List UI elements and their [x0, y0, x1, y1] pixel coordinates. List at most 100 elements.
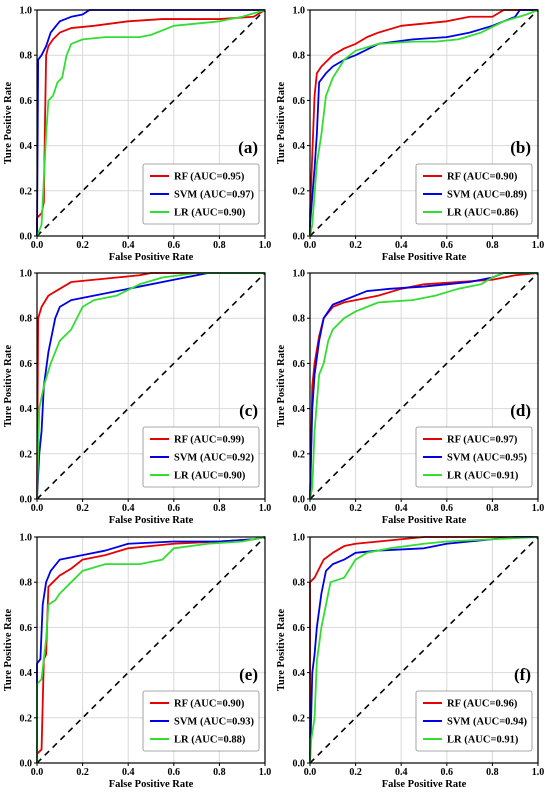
x-axis-label: False Positive Rate: [109, 779, 194, 790]
x-tick-label: 0.2: [76, 240, 89, 251]
legend-label: SVM (AUC=0.97): [174, 190, 255, 201]
x-tick-label: 0.4: [122, 767, 135, 778]
y-tick-label: 0.4: [20, 141, 33, 152]
roc-curve-lr: [36, 9, 266, 237]
x-tick-label: 0.0: [31, 240, 44, 251]
roc-curve-lr: [309, 536, 539, 764]
y-tick-label: 0.6: [293, 96, 306, 107]
legend-label: SVM (AUC=0.92): [174, 453, 255, 464]
legend-label: RF (AUC=0.90): [174, 699, 245, 710]
x-tick-label: 0.0: [31, 503, 44, 514]
x-tick-label: 0.8: [213, 767, 226, 778]
y-axis-label: Ture Positive Rate: [3, 345, 14, 428]
y-tick-label: 1.0: [20, 6, 33, 17]
legend-label: LR (AUC=0.90): [174, 208, 246, 219]
legend-box: [415, 163, 533, 225]
y-tick-label: 0.2: [293, 186, 306, 197]
roc-curve-svm: [309, 272, 538, 500]
y-tick-label: 0.0: [293, 495, 306, 506]
legend-label: SVM (AUC=0.93): [174, 717, 255, 728]
roc-curve-rf: [36, 272, 265, 500]
y-axis-label: Ture Positive Rate: [276, 609, 287, 692]
legend-entry: SVM (AUC=0.93): [150, 717, 255, 728]
x-tick-label: 0.0: [304, 240, 317, 251]
legend-entry: LR (AUC=0.90): [150, 471, 246, 482]
y-tick-label: 0.8: [20, 578, 33, 589]
x-tick-label: 0.2: [349, 503, 362, 514]
legend-entry: SVM (AUC=0.92): [150, 453, 255, 464]
x-tick-label: 0.4: [122, 240, 135, 251]
legend-entry: RF (AUC=0.96): [423, 699, 518, 710]
panel-label: (d): [510, 401, 531, 420]
legend-entry: LR (AUC=0.90): [150, 208, 246, 219]
y-tick-label: 0.6: [20, 623, 33, 634]
chance-diagonal: [309, 272, 539, 500]
roc-curve-lr: [309, 9, 539, 237]
y-tick-label: 1.0: [293, 533, 306, 544]
x-tick-label: 0.8: [486, 767, 499, 778]
grid: [310, 273, 538, 499]
y-tick-label: 1.0: [293, 6, 306, 17]
panel-label: (c): [239, 401, 258, 420]
x-tick-label: 0.6: [441, 503, 454, 514]
y-tick-label: 0.0: [20, 759, 33, 770]
y-tick-label: 0.2: [20, 449, 33, 460]
y-tick-label: 0.6: [20, 96, 33, 107]
x-tick-label: 1.0: [259, 767, 272, 778]
x-axis-label: False Positive Rate: [382, 515, 467, 526]
y-axis-label: Ture Positive Rate: [276, 345, 287, 428]
roc-curve-lr: [36, 272, 265, 500]
roc-panel: 0.0 0.2 0.4 0.6 0.8 1.0 0.0 0.2 0.4 0.6 0.8 1.0 Fals…: [276, 533, 544, 791]
y-tick-label: 0.4: [20, 404, 33, 415]
legend-box: [142, 690, 260, 752]
legend-entry: RF (AUC=0.95): [150, 172, 245, 183]
roc-curve-rf: [36, 536, 266, 763]
legend-entry: SVM (AUC=0.89): [423, 190, 528, 201]
grid: [37, 10, 265, 236]
x-axis-label: False Positive Rate: [109, 252, 194, 263]
panel-label: (b): [510, 138, 531, 157]
legend-entry: LR (AUC=0.91): [423, 735, 519, 746]
panel-label: (a): [238, 138, 258, 157]
roc-panel: 0.0 0.2 0.4 0.6 0.8 1.0 0.0 0.2 0.4 0.6 0.8 1.0 Fals…: [3, 533, 271, 791]
legend-label: LR (AUC=0.91): [447, 735, 519, 746]
roc-panel: 0.0 0.2 0.4 0.6 0.8 1.0 0.0 0.2 0.4 0.6 0.8 1.0 Fals…: [276, 6, 544, 264]
legend-box: [415, 690, 533, 752]
y-tick-label: 0.2: [20, 186, 33, 197]
x-tick-label: 1.0: [259, 503, 272, 514]
x-axis-label: False Positive Rate: [382, 252, 467, 263]
legend-entry: LR (AUC=0.91): [423, 471, 519, 482]
x-tick-label: 0.4: [395, 503, 408, 514]
x-tick-label: 0.2: [349, 767, 362, 778]
legend-entry: RF (AUC=0.90): [423, 172, 518, 183]
roc-panel: 0.0 0.2 0.4 0.6 0.8 1.0 0.0 0.2 0.4 0.6 0.8 1.0 Fals…: [3, 6, 271, 264]
legend-label: LR (AUC=0.86): [447, 208, 519, 219]
legend: RF (AUC=0.97) SVM (AUC=0.95) LR (AUC=0.91): [415, 426, 533, 488]
y-tick-label: 0.6: [293, 623, 306, 634]
plot-frame: [36, 9, 266, 237]
legend: RF (AUC=0.99) SVM (AUC=0.92) LR (AUC=0.90): [142, 426, 260, 488]
legend-label: LR (AUC=0.90): [174, 471, 246, 482]
legend-entry: LR (AUC=0.86): [423, 208, 519, 219]
legend-entry: RF (AUC=0.90): [150, 699, 245, 710]
y-tick-label: 1.0: [20, 269, 33, 280]
legend: RF (AUC=0.96) SVM (AUC=0.94) LR (AUC=0.91): [415, 690, 533, 752]
roc-panel: 0.0 0.2 0.4 0.6 0.8 1.0 0.0 0.2 0.4 0.6 0.8 1.0 Fals…: [3, 269, 271, 527]
legend-entry: RF (AUC=0.97): [423, 435, 518, 446]
legend: RF (AUC=0.95) SVM (AUC=0.97) LR (AUC=0.90): [142, 163, 260, 225]
chance-diagonal: [36, 272, 266, 500]
x-tick-label: 0.6: [168, 503, 181, 514]
y-tick-label: 0.0: [293, 232, 306, 243]
y-tick-label: 1.0: [293, 269, 306, 280]
legend: RF (AUC=0.90) SVM (AUC=0.89) LR (AUC=0.86): [415, 163, 533, 225]
chance-diagonal: [36, 536, 266, 764]
legend-box: [415, 426, 533, 488]
x-tick-label: 1.0: [259, 240, 272, 251]
y-tick-label: 0.8: [293, 51, 306, 62]
y-tick-label: 0.2: [293, 713, 306, 724]
chance-diagonal: [309, 536, 539, 764]
legend-label: RF (AUC=0.99): [174, 435, 245, 446]
x-tick-label: 0.0: [304, 503, 317, 514]
legend-label: LR (AUC=0.91): [447, 471, 519, 482]
x-tick-label: 1.0: [532, 503, 545, 514]
